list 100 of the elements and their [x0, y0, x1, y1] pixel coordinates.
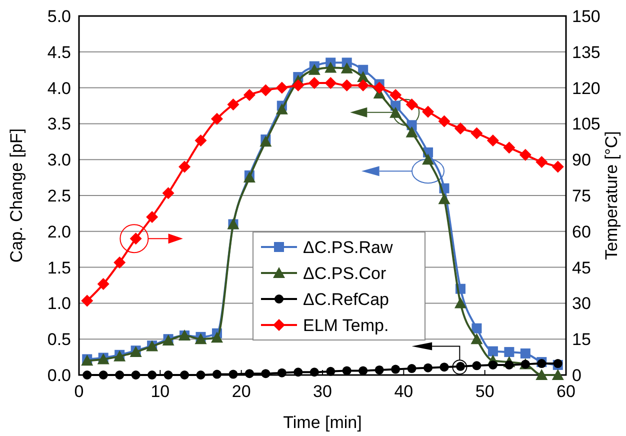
point: [440, 362, 449, 372]
y2-tick-label: 0: [572, 366, 582, 385]
y-tick-label: 1.5: [47, 258, 71, 278]
x-tick-label: 40: [394, 382, 414, 401]
y-tick-label: 4.5: [47, 42, 71, 62]
point: [470, 127, 483, 140]
point: [340, 79, 353, 92]
y-tick-label: 0.0: [47, 366, 71, 385]
point: [552, 160, 564, 173]
legend-label: ΔC.PS.Cor: [303, 264, 386, 283]
point: [519, 148, 532, 161]
point: [277, 368, 286, 378]
point: [470, 333, 483, 344]
legend-label: ΔC.RefCap: [303, 290, 389, 309]
point: [424, 363, 433, 372]
point: [390, 106, 402, 118]
y-tick-label: 0.5: [47, 330, 71, 350]
point: [294, 368, 303, 377]
y-axis-title: Cap. Change [pF]: [7, 128, 26, 263]
x-tick-label: 20: [232, 382, 251, 401]
y-tick-label: 5.0: [47, 7, 71, 26]
y2-tick-label: 105: [572, 114, 600, 134]
point: [243, 172, 256, 183]
point: [552, 369, 564, 380]
y2-tick-label: 90: [572, 150, 591, 170]
x-tick-label: 0: [74, 382, 84, 401]
point: [162, 187, 174, 200]
point: [488, 360, 498, 370]
y2-tick-label: 30: [572, 294, 591, 314]
y2-tick-label: 60: [572, 222, 591, 242]
point: [115, 370, 124, 380]
point: [244, 369, 254, 378]
point: [243, 88, 256, 101]
point: [82, 370, 92, 380]
point: [164, 370, 173, 380]
point: [148, 370, 157, 380]
y-tick-label: 1.0: [47, 294, 71, 314]
point: [196, 370, 206, 380]
point: [260, 136, 272, 147]
point: [438, 115, 450, 128]
point: [276, 103, 288, 114]
point: [260, 84, 272, 96]
point: [391, 364, 400, 374]
point: [131, 370, 140, 380]
point: [228, 370, 238, 379]
point: [520, 348, 530, 358]
point: [406, 98, 418, 111]
point: [308, 77, 320, 90]
point: [81, 294, 94, 307]
point: [454, 297, 466, 308]
point: [210, 332, 223, 343]
point: [342, 366, 352, 376]
y-tick-label: 3.0: [47, 150, 71, 170]
legend-label: ΔC.PS.Raw: [303, 238, 394, 257]
y-tick-label: 2.5: [47, 186, 71, 206]
y2-axis-title: Temperature [°C]: [602, 131, 621, 260]
point: [210, 112, 223, 125]
point: [422, 154, 434, 165]
point: [261, 369, 270, 378]
point: [472, 361, 482, 370]
point: [358, 366, 368, 376]
x-tick-label: 10: [150, 382, 170, 401]
y2-tick-label: 15: [572, 330, 591, 350]
point: [536, 369, 548, 380]
legend-label: ELM Temp.: [303, 316, 389, 335]
point: [357, 79, 370, 92]
point: [472, 323, 482, 334]
y2-tick-label: 135: [572, 42, 600, 62]
point: [504, 347, 514, 358]
x-axis-title: Time [min]: [283, 413, 362, 432]
y-tick-label: 4.0: [47, 78, 71, 98]
point: [308, 64, 320, 75]
point: [374, 365, 384, 374]
point: [390, 88, 402, 101]
point: [340, 62, 353, 74]
point: [146, 211, 158, 224]
point: [454, 122, 466, 134]
point: [310, 368, 319, 377]
x-tick-label: 50: [475, 382, 494, 401]
point: [178, 160, 191, 173]
point: [324, 62, 337, 73]
y2-tick-label: 75: [572, 186, 591, 206]
point: [97, 278, 110, 290]
point: [324, 77, 337, 90]
point: [488, 346, 498, 356]
y2-tick-label: 45: [572, 258, 591, 278]
point: [212, 370, 222, 379]
point: [276, 82, 288, 94]
x-tick-label: 60: [556, 382, 576, 401]
point: [407, 364, 416, 374]
x-tick-label: 30: [313, 382, 332, 401]
point: [406, 126, 418, 138]
point: [98, 370, 108, 380]
point: [504, 360, 514, 370]
point: [326, 366, 336, 376]
point: [227, 98, 240, 111]
y2-tick-label: 120: [572, 78, 600, 98]
point: [114, 256, 126, 269]
point: [422, 106, 434, 118]
point: [503, 142, 516, 154]
